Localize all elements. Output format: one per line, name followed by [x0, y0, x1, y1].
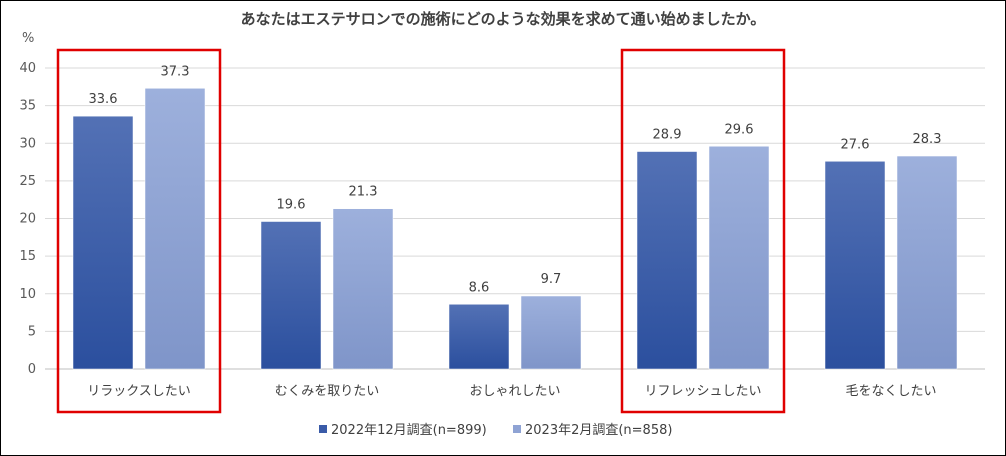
- y-axis-ticks: 0 5 10 15 20 25 30 35 40: [19, 61, 36, 377]
- data-label: 33.6: [89, 92, 118, 107]
- data-label: 21.3: [349, 185, 378, 200]
- highlight-box: [620, 48, 786, 414]
- highlight-box: [56, 48, 222, 414]
- chart-title: あなたはエステサロンでの施術にどのような効果を求めて通い始めましたか。: [241, 10, 766, 28]
- y-tick-label: 30: [19, 136, 36, 151]
- y-tick-label: 40: [19, 61, 36, 76]
- bar: [332, 208, 394, 370]
- bar: [260, 221, 322, 370]
- bars: [72, 88, 958, 370]
- legend: 2022年12月調査(n=899) 2023年2月調査(n=858): [319, 423, 672, 438]
- category-label: 毛をなくしたい: [845, 384, 936, 399]
- data-label: 8.6: [469, 280, 490, 295]
- y-tick-label: 35: [19, 99, 36, 114]
- legend-swatch: [319, 425, 327, 433]
- data-label: 9.7: [541, 272, 562, 287]
- data-label: 19.6: [277, 198, 306, 213]
- legend-label: 2022年12月調査(n=899): [331, 423, 487, 438]
- category-label: むくみを取りたい: [275, 384, 380, 399]
- bar: [708, 146, 770, 370]
- y-tick-label: 10: [19, 287, 36, 302]
- category-label: リフレッシュしたい: [644, 384, 761, 399]
- data-labels: 33.6 37.3 19.6 21.3 8.6 9.7 28.9 29.6 27.6 28.3: [89, 64, 942, 295]
- category-label: リラックスしたい: [87, 384, 191, 399]
- bar: [896, 155, 958, 370]
- data-label: 28.9: [653, 128, 682, 143]
- data-label: 27.6: [841, 137, 870, 152]
- data-label: 28.3: [913, 132, 942, 147]
- bar: [636, 151, 698, 370]
- data-label: 29.6: [725, 122, 754, 137]
- bar: [448, 304, 510, 370]
- y-tick-label: 25: [19, 174, 36, 189]
- highlight-boxes: [56, 48, 786, 414]
- bar: [72, 115, 134, 370]
- data-label: 37.3: [161, 64, 190, 79]
- y-tick-label: 5: [28, 324, 36, 339]
- category-labels: リラックスしたい むくみを取りたい おしゃれしたい リフレッシュしたい 毛をなくしたい: [87, 384, 936, 399]
- legend-label: 2023年2月調査(n=858): [525, 423, 672, 438]
- y-axis-label: %: [22, 31, 34, 46]
- y-tick-label: 20: [19, 212, 36, 227]
- y-tick-label: 15: [19, 249, 36, 264]
- category-label: おしゃれしたい: [469, 384, 560, 399]
- y-tick-label: 0: [28, 362, 36, 377]
- bar: [824, 161, 886, 370]
- bar: [144, 88, 206, 370]
- bar: [520, 295, 582, 370]
- legend-swatch: [513, 425, 521, 433]
